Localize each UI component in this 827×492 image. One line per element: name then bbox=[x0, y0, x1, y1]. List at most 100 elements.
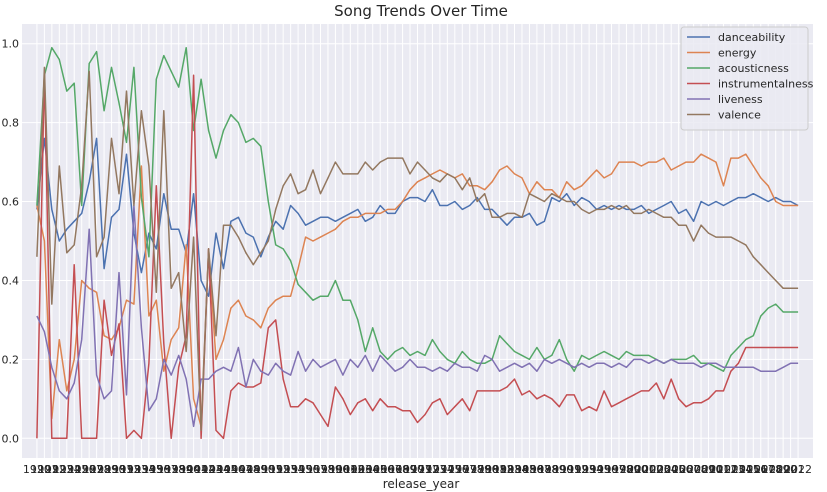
x-axis-label: release_year bbox=[383, 477, 460, 491]
x-tick-label: 1995 bbox=[583, 463, 611, 476]
x-tick-label: 2013 bbox=[717, 463, 745, 476]
x-tick-label: 1980 bbox=[471, 463, 499, 476]
x-tick-label: 1933 bbox=[120, 463, 148, 476]
x-tick-label: 2004 bbox=[650, 463, 678, 476]
x-tick-label: 2001 bbox=[627, 463, 655, 476]
x-tick-label: 2010 bbox=[695, 463, 723, 476]
series-line-liveness bbox=[36, 204, 799, 428]
x-tick-label: 1929 bbox=[90, 463, 118, 476]
x-tick-label: 1960 bbox=[321, 463, 349, 476]
x-tick-label: 2007 bbox=[672, 463, 700, 476]
x-tick-label: 1924 bbox=[53, 463, 81, 476]
x-tick-label: 1954 bbox=[277, 463, 305, 476]
x-tick-label: 1920 bbox=[23, 463, 51, 476]
x-tick-label: 1925 bbox=[60, 463, 88, 476]
x-tick-label: 1935 bbox=[135, 463, 163, 476]
x-tick-label: 1931 bbox=[105, 463, 133, 476]
x-tick-label: 1963 bbox=[344, 463, 372, 476]
x-tick-label: 1938 bbox=[157, 463, 185, 476]
y-tick-label: 1.0 bbox=[2, 38, 20, 51]
x-tick-label: 1936 bbox=[142, 463, 170, 476]
x-tick-label: 1992 bbox=[560, 463, 588, 476]
x-tick-label: 1958 bbox=[306, 463, 334, 476]
x-tick-label: 1974 bbox=[426, 463, 454, 476]
x-tick-label: 1986 bbox=[515, 463, 543, 476]
x-tick-label: 1942 bbox=[187, 463, 215, 476]
x-tick-label: 1979 bbox=[463, 463, 491, 476]
legend-label-liveness: liveness bbox=[718, 93, 763, 106]
x-tick-label: 1944 bbox=[202, 463, 230, 476]
x-tick-label: 1950 bbox=[247, 463, 275, 476]
x-tick-label: 1939 bbox=[165, 463, 193, 476]
x-tick-label: 1988 bbox=[530, 463, 558, 476]
x-tick-label: 2019 bbox=[762, 463, 790, 476]
x-tick-label: 2020 bbox=[769, 463, 797, 476]
x-tick-label: 1976 bbox=[441, 463, 469, 476]
x-tick-label: 2017 bbox=[747, 463, 775, 476]
x-tick-label: 2021 bbox=[777, 463, 805, 476]
x-tick-label: 1969 bbox=[389, 463, 417, 476]
x-tick-label: 1932 bbox=[112, 463, 140, 476]
chart-title: Song Trends Over Time bbox=[334, 2, 508, 20]
x-tick-label: 1959 bbox=[314, 463, 342, 476]
x-tick-label: 1973 bbox=[418, 463, 446, 476]
x-tick-label: 1990 bbox=[545, 463, 573, 476]
x-tick-label: 1987 bbox=[523, 463, 551, 476]
x-tick-label: 1982 bbox=[486, 463, 514, 476]
series-line-valence bbox=[36, 66, 799, 432]
x-tick-label: 1961 bbox=[329, 463, 357, 476]
x-tick-label: 1945 bbox=[209, 463, 237, 476]
x-tick-label: 1952 bbox=[262, 463, 290, 476]
x-tick-label: 1999 bbox=[612, 463, 640, 476]
x-tick-label: 1978 bbox=[456, 463, 484, 476]
x-tick-label: 2008 bbox=[680, 463, 708, 476]
x-tick-label: 1985 bbox=[508, 463, 536, 476]
x-tick-label: 1956 bbox=[292, 463, 320, 476]
x-tick-label: 2000 bbox=[620, 463, 648, 476]
x-tick-label: 1981 bbox=[478, 463, 506, 476]
x-tick-label: 1928 bbox=[83, 463, 111, 476]
legend-label-danceability: danceability bbox=[718, 31, 786, 44]
y-tick-labels: 0.0 0.2 0.4 0.6 0.8 1.0 bbox=[2, 38, 20, 446]
legend-label-instrumentalness: instrumentalness bbox=[718, 78, 814, 91]
x-tick-label: 2005 bbox=[657, 463, 685, 476]
x-tick-label: 1957 bbox=[299, 463, 327, 476]
x-tick-label: 2022 bbox=[784, 463, 812, 476]
y-tick-label: 0.4 bbox=[2, 274, 20, 287]
x-tick-label: 2011 bbox=[702, 463, 730, 476]
x-tick-label: 1946 bbox=[217, 463, 245, 476]
series-line-danceability bbox=[36, 137, 799, 297]
x-tick-label: 2012 bbox=[709, 463, 737, 476]
x-tick-label: 1930 bbox=[98, 463, 126, 476]
x-tick-label: 1971 bbox=[404, 463, 432, 476]
series-line-energy bbox=[36, 153, 799, 428]
x-tick-label: 1967 bbox=[374, 463, 402, 476]
y-tick-label: 0.0 bbox=[2, 432, 20, 445]
x-tick-label: 1955 bbox=[284, 463, 312, 476]
x-tick-label: 1943 bbox=[195, 463, 223, 476]
x-tick-label: 1937 bbox=[150, 463, 178, 476]
x-tick-label: 2014 bbox=[724, 463, 752, 476]
x-tick-label: 1972 bbox=[411, 463, 439, 476]
legend-label-valence: valence bbox=[718, 109, 761, 122]
x-tick-label: 2018 bbox=[754, 463, 782, 476]
x-tick-label: 1927 bbox=[75, 463, 103, 476]
x-tick-label: 1948 bbox=[232, 463, 260, 476]
x-tick-label: 1970 bbox=[396, 463, 424, 476]
x-tick-label: 2015 bbox=[732, 463, 760, 476]
x-tick-label: 1949 bbox=[239, 463, 267, 476]
x-tick-label: 1966 bbox=[366, 463, 394, 476]
x-tick-label: 1934 bbox=[127, 463, 155, 476]
x-tick-label: 1923 bbox=[45, 463, 73, 476]
x-tick-label: 1951 bbox=[254, 463, 282, 476]
x-tick-label: 1998 bbox=[605, 463, 633, 476]
x-tick-label: 2009 bbox=[687, 463, 715, 476]
x-tick-label: 1989 bbox=[538, 463, 566, 476]
y-tick-label: 0.6 bbox=[2, 196, 20, 209]
x-tick-label: 1975 bbox=[433, 463, 461, 476]
x-tick-label: 1926 bbox=[68, 463, 96, 476]
x-tick-label: 1922 bbox=[38, 463, 66, 476]
x-tick-label: 1993 bbox=[568, 463, 596, 476]
x-tick-label: 1994 bbox=[575, 463, 603, 476]
